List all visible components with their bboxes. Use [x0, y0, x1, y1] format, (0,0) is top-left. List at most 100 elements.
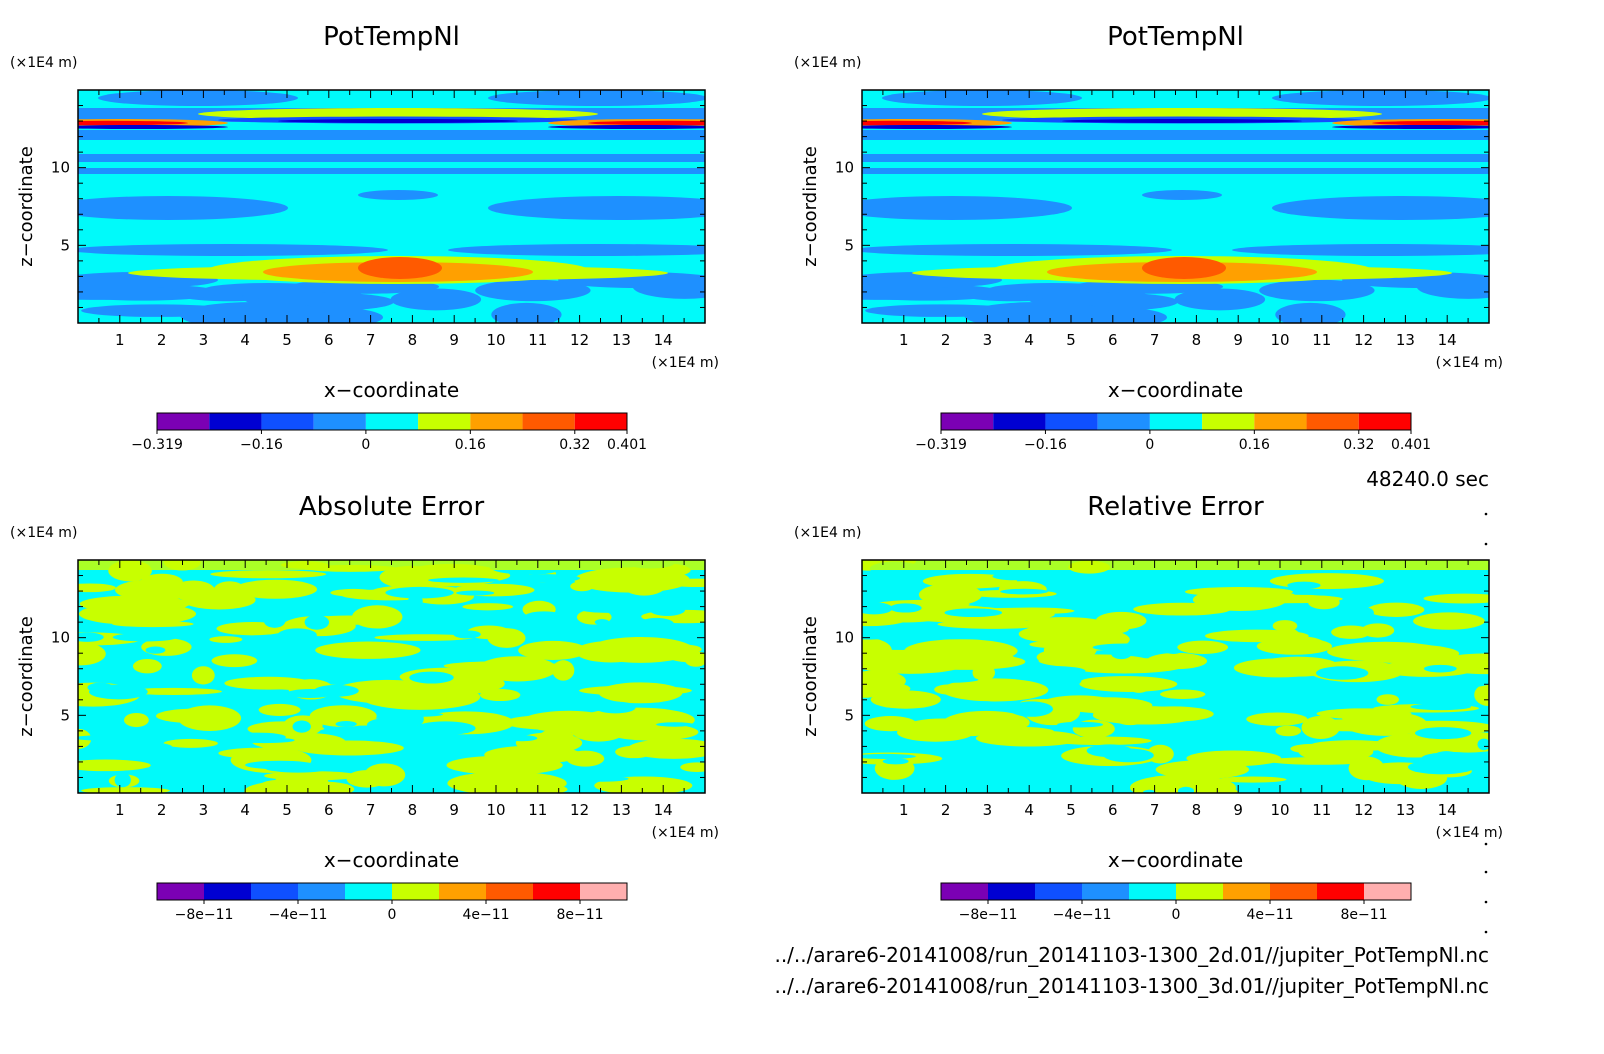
contour-region	[862, 685, 880, 698]
colorbar-tick-label: 4e−11	[1246, 907, 1293, 923]
contour-region	[335, 720, 357, 728]
contour-region	[1259, 279, 1375, 302]
colorbar-tick-label: 0.401	[1391, 437, 1431, 453]
contour-region	[1174, 288, 1266, 311]
colorbar-tick-label: −4e−11	[1053, 907, 1112, 923]
contour-region	[374, 634, 474, 641]
contour-region	[123, 712, 149, 728]
y-tick-label: 5	[844, 236, 854, 254]
contour-region	[577, 603, 639, 613]
x-tick-label: 10	[486, 801, 505, 819]
colorbar-tick-label: 0.32	[1343, 437, 1374, 453]
x-tick-label: 1	[115, 801, 125, 819]
x-tick-label: 13	[1396, 331, 1415, 349]
x-tick-label: 14	[1438, 801, 1457, 819]
contour-region	[462, 603, 514, 611]
x-tick-label: 6	[324, 801, 334, 819]
colorbar-swatch	[365, 413, 419, 430]
contour-region	[78, 759, 151, 772]
contour-band	[862, 130, 1489, 140]
contour-region	[136, 742, 173, 752]
x-unit-label: (×1E4 m)	[1436, 355, 1503, 371]
contour-region	[112, 620, 194, 628]
contour-region	[954, 724, 990, 737]
contour-region	[210, 570, 327, 579]
x-tick-label: 5	[1066, 801, 1076, 819]
contour-region	[364, 763, 406, 787]
colorbar-swatch	[1317, 883, 1364, 900]
colorbar-swatch	[209, 413, 262, 430]
contour-region	[89, 684, 148, 700]
marker-dot	[1484, 842, 1488, 846]
contour-region	[638, 617, 675, 632]
contour-region	[1103, 748, 1154, 763]
colorbar-swatch	[1306, 413, 1359, 430]
contour-region	[606, 723, 699, 741]
x-tick-label: 3	[983, 801, 993, 819]
y-unit-label: (×1E4 m)	[10, 55, 77, 71]
x-tick-label: 3	[983, 331, 993, 349]
contour-region	[1057, 721, 1104, 728]
contour-region	[992, 572, 1038, 581]
contour-region	[1059, 585, 1078, 597]
contour-region	[1246, 712, 1308, 726]
contour-region	[862, 592, 890, 603]
file-path-3d: ../../arare6-20141008/run_20141103-1300_…	[774, 974, 1489, 998]
contour-region	[198, 108, 598, 120]
contour-region	[1454, 643, 1488, 654]
contour-region	[114, 772, 131, 788]
contour-region	[1064, 657, 1185, 674]
contour-region	[595, 701, 636, 714]
colorbar-swatch	[261, 413, 314, 430]
contour-region	[1332, 125, 1489, 129]
chart-title: Relative Error	[1087, 492, 1264, 522]
contour-region	[1232, 244, 1489, 256]
contour-region	[304, 614, 330, 630]
colorbar: −0.319 −0.16 0 0.16 0.32 0.401	[131, 412, 647, 453]
colorbar-swatch	[941, 413, 994, 430]
contour-region	[404, 684, 476, 705]
colorbar-swatch	[1045, 413, 1098, 430]
colorbar-frame	[156, 412, 628, 431]
x-tick-label: 10	[486, 331, 505, 349]
y-tick-label: 10	[51, 629, 70, 647]
colorbar-swatch	[470, 413, 523, 430]
contour-region	[488, 90, 705, 106]
contour-region	[1218, 776, 1287, 783]
contour-region	[1287, 581, 1321, 590]
colorbar-swatch	[1149, 413, 1203, 430]
contour-region	[264, 771, 359, 781]
contour-region	[877, 788, 925, 793]
contour-region	[263, 614, 286, 628]
x-tick-label: 4	[240, 331, 250, 349]
contour-region	[1413, 612, 1485, 630]
marker-dot	[1484, 512, 1488, 516]
x-tick-label: 11	[528, 331, 547, 349]
contour-region	[1272, 90, 1489, 106]
contour-region	[1433, 751, 1460, 764]
x-tick-label: 11	[1312, 331, 1331, 349]
contour-region	[514, 784, 568, 793]
contour-region	[428, 577, 499, 583]
marker-dot	[1484, 900, 1488, 904]
contour-region	[453, 630, 481, 639]
y-unit-label: (×1E4 m)	[794, 525, 861, 541]
x-tick-label: 7	[366, 331, 376, 349]
colorbar-swatch	[251, 883, 298, 900]
colorbar-tick-label: 8e−11	[1340, 907, 1387, 923]
contour-region	[862, 285, 964, 300]
contour-region	[180, 301, 331, 323]
colorbar-swatch	[1097, 413, 1150, 430]
contour-region	[1280, 610, 1328, 620]
contour-region	[112, 633, 177, 642]
contour-region	[409, 671, 454, 684]
contour-region	[1423, 593, 1489, 604]
x-tick-label: 12	[1354, 331, 1373, 349]
colorbar-swatch	[1176, 883, 1223, 900]
x-tick-label: 7	[1150, 801, 1160, 819]
x-tick-label: 8	[1192, 801, 1202, 819]
contour-region	[1079, 676, 1178, 692]
colorbar: −8e−11 −4e−11 0 4e−11 8e−11	[156, 882, 628, 923]
contour-region	[1474, 683, 1489, 707]
contour-region	[245, 760, 315, 770]
